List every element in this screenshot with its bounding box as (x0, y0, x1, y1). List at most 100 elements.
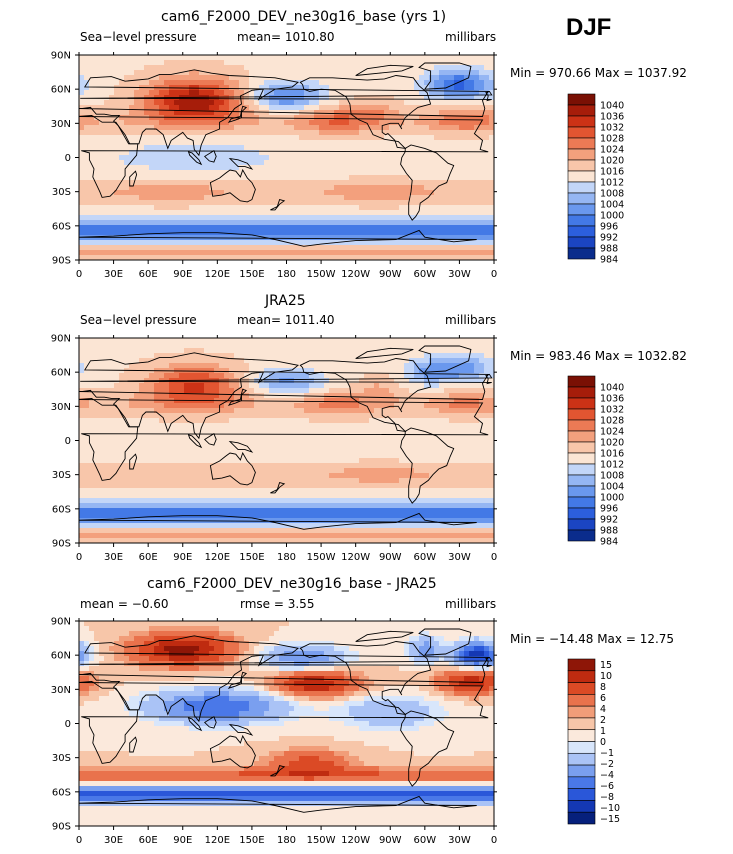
colorbar-box (567, 375, 596, 388)
panel-2-minmax-label: Min = 983.46 Max = 1032.82 (510, 349, 687, 363)
x-tick-label: 90W (379, 552, 402, 563)
x-tick-label: 90W (379, 269, 402, 280)
x-tick-label: 120W (341, 835, 370, 846)
colorbar-box (567, 181, 596, 194)
panel-3-minmax-label: Min = −14.48 Max = 12.75 (510, 632, 675, 646)
coastline-antarctica (79, 795, 477, 826)
panel-1-units-label: millibars (445, 30, 497, 44)
colorbar-box (567, 463, 596, 476)
colorbar-label: −1 (600, 748, 614, 759)
panel-2-mean-label: mean= 1011.40 (237, 313, 335, 327)
x-tick-label: 90W (379, 835, 402, 846)
coastline-greenland (418, 628, 472, 656)
colorbar-label: 1016 (600, 167, 624, 178)
colorbar-box (567, 658, 596, 672)
colorbar-label: 1032 (600, 405, 624, 416)
coastline-arctic-islands (355, 347, 414, 359)
colorbar-label: 10 (600, 671, 612, 682)
x-tick-label: 60W (414, 552, 437, 563)
coastline-uk (80, 90, 493, 102)
colorbar-label: 4 (600, 704, 606, 715)
coastline-newzealand (270, 765, 286, 777)
panel-1-field (79, 55, 494, 260)
y-tick-label: 60N (51, 651, 71, 662)
colorbar-box (567, 203, 596, 216)
colorbar-label: 1004 (600, 482, 624, 493)
coastline-antarctica (79, 229, 477, 260)
colorbar-label: 0 (600, 737, 606, 748)
colorbar-label: 992 (600, 233, 618, 244)
coastline-sumatra (187, 434, 203, 449)
colorbar-box (567, 694, 596, 707)
x-tick-label: 30E (104, 269, 123, 280)
colorbar-label: 1012 (600, 460, 624, 471)
colorbar-label: −2 (600, 759, 614, 770)
y-tick-label: 90S (52, 539, 71, 550)
coastline-australia (209, 734, 256, 769)
x-tick-label: 60W (414, 835, 437, 846)
y-tick-label: 30N (51, 685, 71, 696)
coastline-uk (80, 656, 493, 668)
colorbar-label: 1024 (600, 145, 624, 156)
colorbar-label: 996 (600, 222, 618, 233)
panel-3-coastlines (79, 628, 493, 826)
colorbar-box (567, 518, 596, 531)
colorbar-label: 1028 (600, 416, 624, 427)
colorbar-box (567, 529, 596, 542)
y-tick-label: 0 (65, 436, 71, 447)
x-tick-label: 30E (104, 835, 123, 846)
x-tick-label: 0 (76, 552, 82, 563)
x-tick-label: 150W (307, 835, 336, 846)
coastline-africa (79, 114, 489, 198)
colorbar-box (567, 485, 596, 498)
colorbar-box (567, 452, 596, 465)
colorbar-label: −10 (600, 803, 620, 814)
panel-3-title: cam6_F2000_DEV_ne30g16_base - JRA25 (147, 576, 437, 592)
x-tick-label: 0 (491, 552, 497, 563)
x-tick-label: 150E (239, 269, 264, 280)
colorbar-box (567, 159, 596, 172)
colorbar-box (567, 764, 596, 778)
panel-1-minmax-label: Min = 970.66 Max = 1037.92 (510, 66, 687, 80)
colorbar-label: 984 (600, 537, 618, 548)
coastline-newguinea (228, 440, 254, 453)
coastline-greenland (418, 62, 472, 90)
colorbar-box (567, 741, 596, 754)
colorbar-box (567, 441, 596, 454)
colorbar-label: 1028 (600, 134, 624, 145)
coastline-southamerica (400, 144, 455, 221)
colorbar-box (567, 682, 596, 695)
x-tick-label: 120W (341, 269, 370, 280)
colorbar-label: 1016 (600, 449, 624, 460)
colorbar-label: 992 (600, 515, 618, 526)
panel-2-title: JRA25 (265, 293, 306, 309)
x-tick-label: 180 (277, 552, 296, 563)
y-tick-label: 0 (65, 153, 71, 164)
colorbar-label: 1020 (600, 438, 624, 449)
colorbar-box (567, 670, 596, 683)
colorbar-box (567, 225, 596, 238)
colorbar-label: 1024 (600, 427, 624, 438)
colorbar-label: 1032 (600, 123, 624, 134)
coastline-madagascar (129, 736, 138, 753)
colorbar-label: −6 (600, 781, 614, 792)
x-tick-label: 0 (76, 835, 82, 846)
x-tick-label: 0 (76, 269, 82, 280)
colorbar-box (567, 93, 596, 106)
x-tick-label: 60W (414, 269, 437, 280)
x-tick-label: 0 (491, 269, 497, 280)
colorbar-label: 15 (600, 660, 612, 671)
y-tick-label: 60S (52, 504, 71, 515)
colorbar-box (567, 705, 596, 719)
panel-1-left-label: Sea−level pressure (80, 30, 197, 44)
colorbar-box (567, 170, 596, 183)
colorbar-label: 1008 (600, 471, 624, 482)
colorbar-label: 1000 (600, 211, 624, 222)
colorbar-box (567, 800, 596, 813)
colorbar-label: 988 (600, 244, 618, 255)
panel-2-field (79, 338, 494, 543)
y-tick-label: 30S (52, 753, 71, 764)
coastline-japan (227, 671, 248, 690)
coastline-newguinea (228, 157, 254, 170)
coastline-madagascar (129, 170, 138, 187)
